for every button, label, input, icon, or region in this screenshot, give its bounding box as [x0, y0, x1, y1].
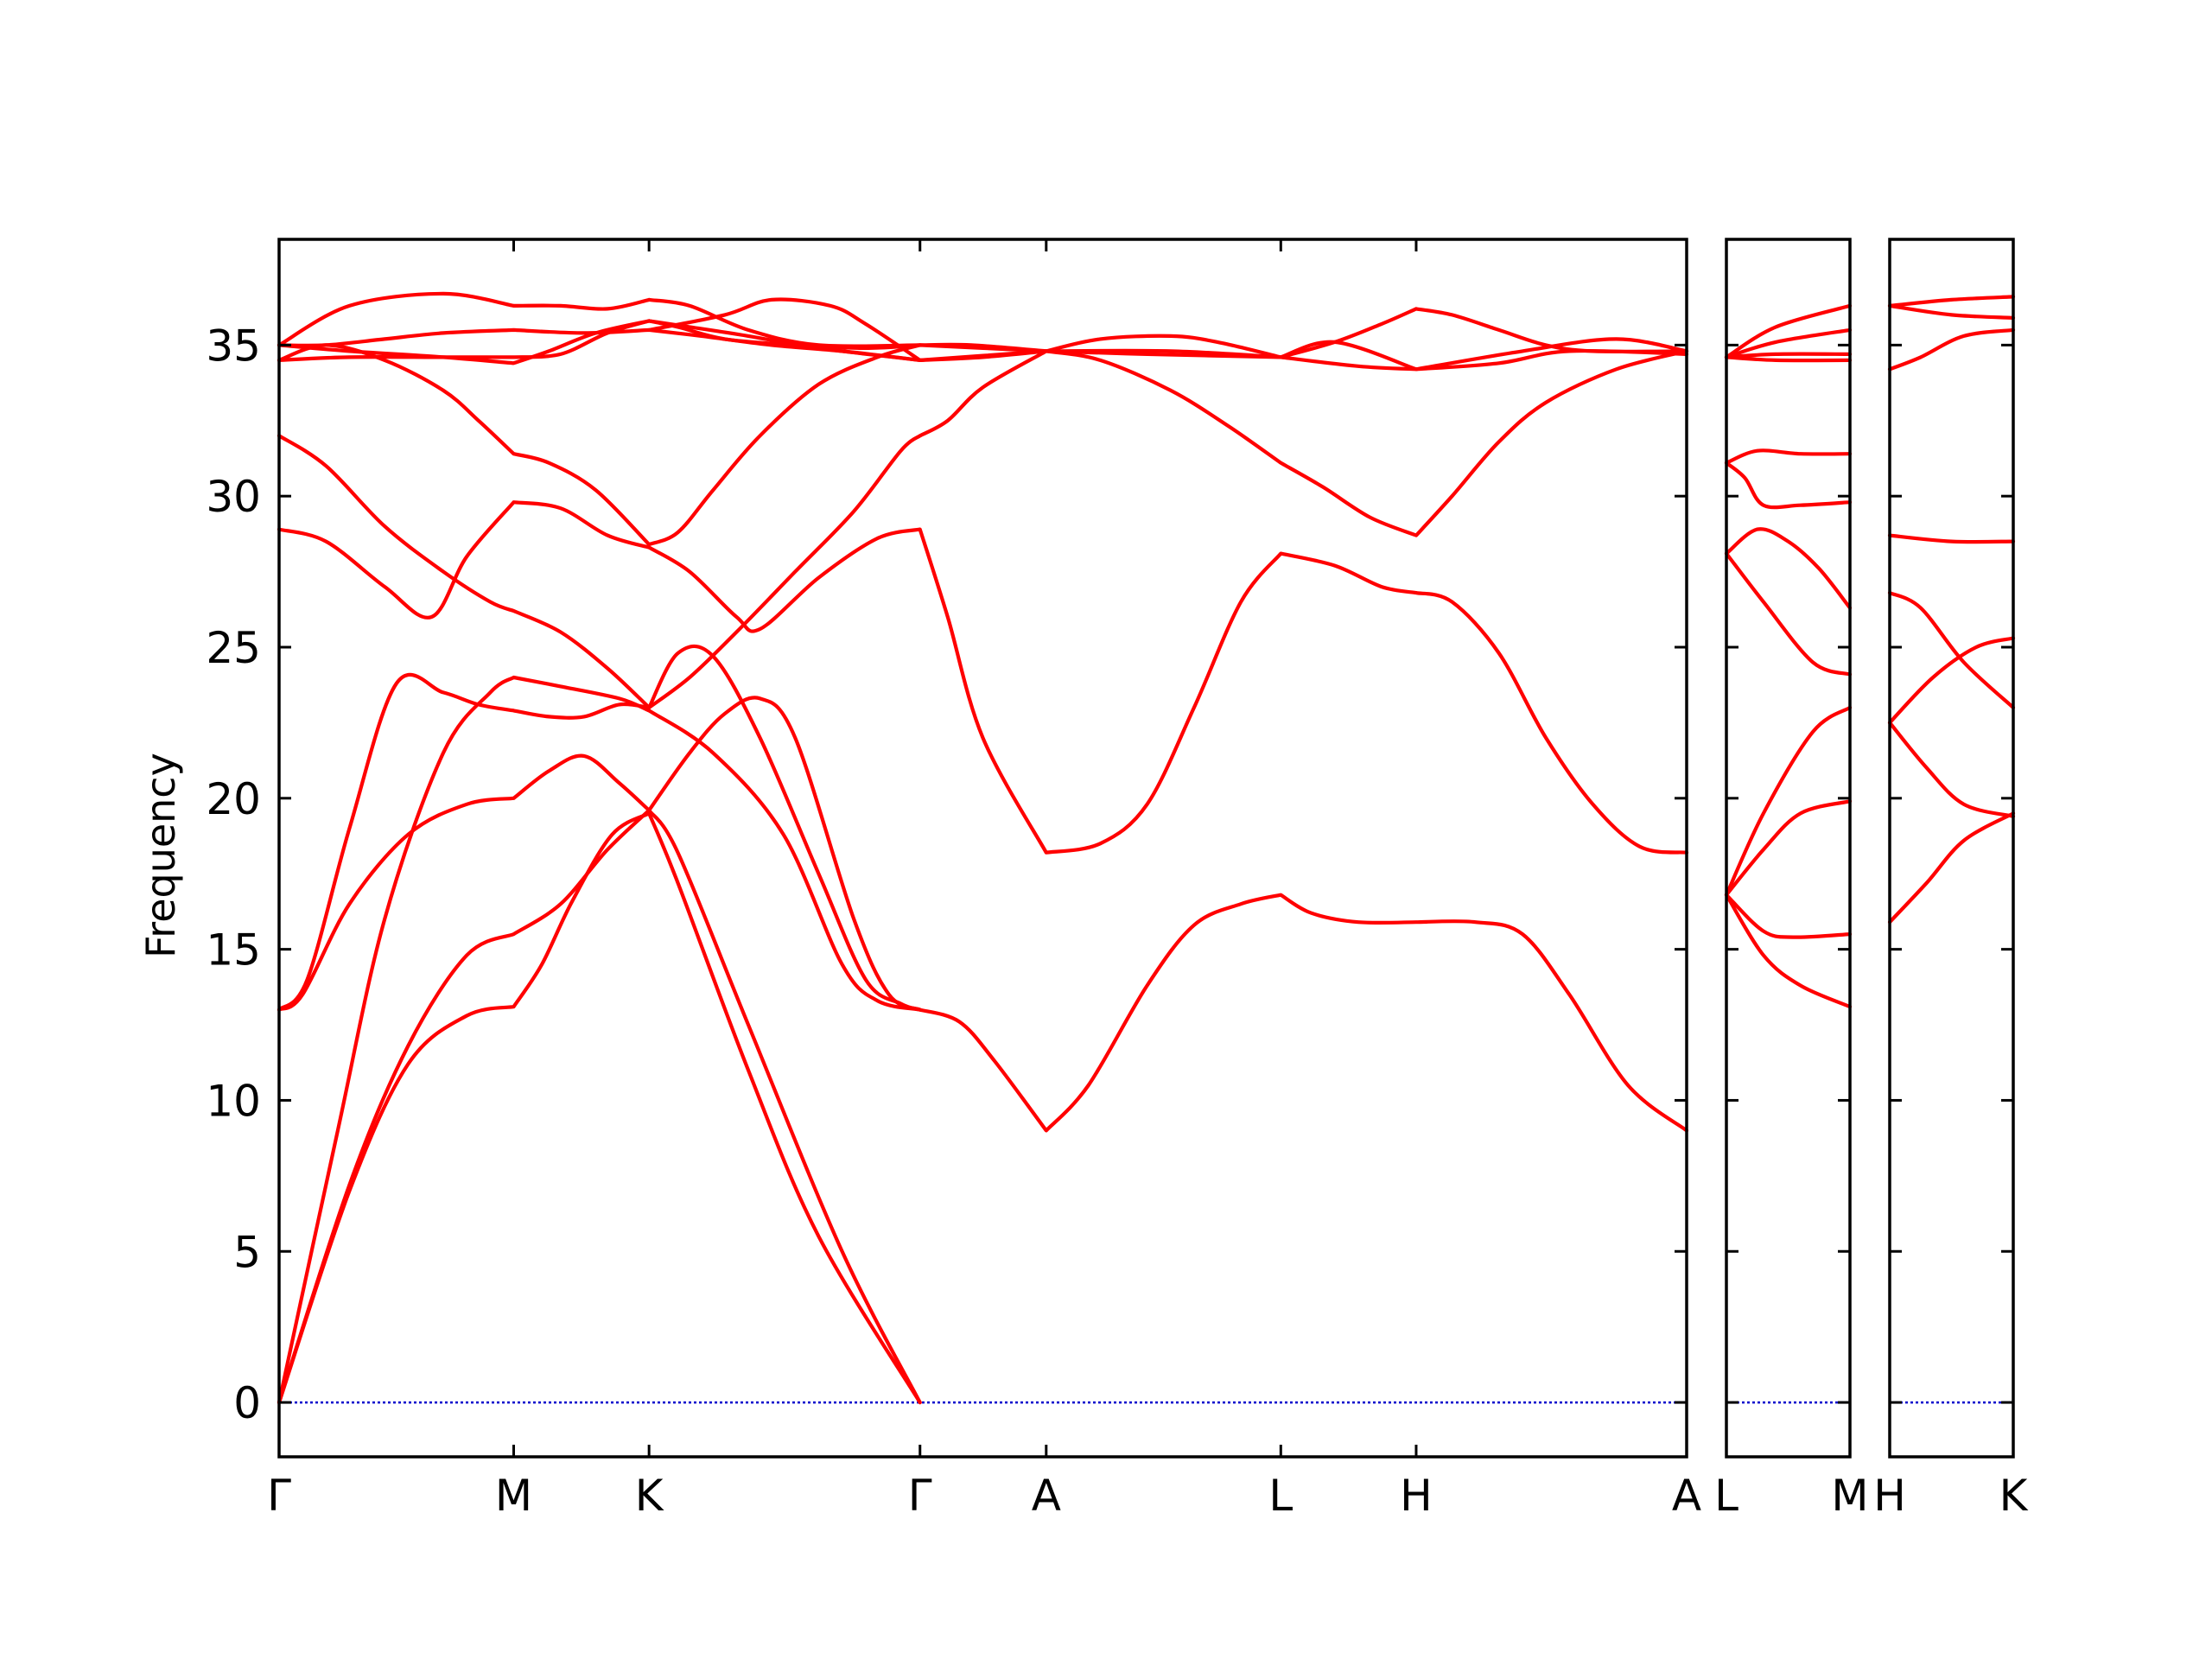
- x-tick-label: L: [1714, 1471, 1738, 1521]
- band-line: [276, 327, 1048, 362]
- band-line: [1724, 893, 1853, 939]
- band-line: [1724, 327, 1853, 359]
- band-line: [1724, 461, 1853, 510]
- y-tick-label: 35: [206, 321, 261, 371]
- y-tick-label: 10: [206, 1076, 261, 1126]
- y-axis-label: Frequency: [137, 753, 184, 958]
- band-line: [1887, 533, 2016, 544]
- band-line: [276, 675, 922, 1405]
- band-line: [1724, 303, 1853, 359]
- band-line: [1887, 811, 2016, 925]
- band-line: [276, 500, 1689, 855]
- y-tick-label: 25: [206, 623, 261, 673]
- x-tick-label: A: [1032, 1471, 1061, 1521]
- band-line: [1724, 551, 1853, 677]
- band-line: [1724, 893, 1853, 1009]
- x-tick-label: M: [495, 1471, 532, 1521]
- band-line: [276, 696, 1689, 1133]
- x-tick-label: H: [1873, 1471, 1906, 1521]
- band-line: [276, 811, 922, 1405]
- band-line: [1887, 295, 2016, 308]
- band-line: [1887, 721, 2016, 818]
- band-line: [276, 808, 922, 1405]
- x-tick-label: L: [1268, 1471, 1293, 1521]
- band-line: [1887, 303, 2016, 320]
- band-line: [1724, 355, 1853, 363]
- panel-frame: [277, 238, 1688, 1459]
- band-line: [1887, 591, 2016, 709]
- axis-ticks: [277, 239, 2015, 1457]
- y-tick-label: 20: [206, 774, 261, 824]
- band-line: [1724, 527, 1853, 610]
- panel-frames: [277, 238, 2015, 1459]
- band-lines: [276, 291, 2016, 1405]
- band-line: [1887, 636, 2016, 725]
- band-line: [276, 349, 1689, 709]
- x-tick-label: K: [1999, 1471, 2029, 1521]
- band-line: [276, 307, 1689, 547]
- x-tick-label: H: [1400, 1471, 1433, 1521]
- band-line: [1887, 327, 2016, 372]
- y-tick-label: 0: [233, 1378, 261, 1428]
- panel-frame: [1888, 238, 2015, 1459]
- x-tick-label: A: [1672, 1471, 1701, 1521]
- band-line: [276, 291, 922, 348]
- x-tick-label: K: [635, 1471, 664, 1521]
- y-tick-label: 30: [206, 472, 261, 522]
- band-line: [1724, 448, 1853, 465]
- x-tick-label: Γ: [908, 1471, 932, 1521]
- x-tick-label: Γ: [267, 1471, 291, 1521]
- band-line: [1724, 705, 1853, 897]
- band-line: [647, 297, 922, 362]
- x-tick-label: M: [1831, 1471, 1868, 1521]
- band-line: [1724, 799, 1853, 897]
- panel-frame: [1725, 238, 1852, 1459]
- y-tick-label: 15: [206, 925, 261, 976]
- band-line: [1724, 352, 1853, 359]
- y-tick-label: 5: [233, 1227, 261, 1277]
- band-line: [276, 644, 922, 1012]
